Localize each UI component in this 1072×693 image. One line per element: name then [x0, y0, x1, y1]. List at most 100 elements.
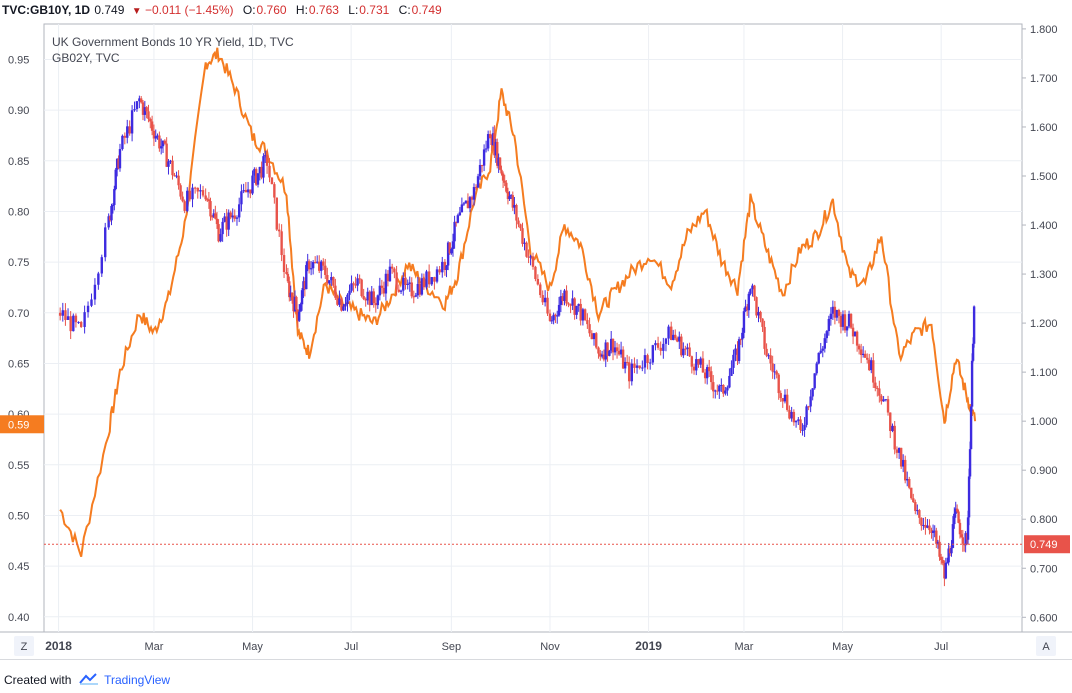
candle-body — [458, 212, 462, 216]
footer: Created with TradingView — [0, 668, 1072, 692]
candle-body — [939, 556, 943, 561]
candle-body — [152, 130, 156, 139]
candle-body — [643, 355, 647, 368]
chart-title[interactable]: UK Government Bonds 10 YR Yield, 1D, TVC — [52, 35, 294, 49]
candle-body — [334, 285, 337, 298]
x-tick-label: Nov — [540, 641, 560, 653]
candle-body — [470, 197, 474, 200]
chart-area[interactable]: 0.95 0.90 0.85 0.80 0.75 0.70 0.65 0.60 0.55 0.50… — [0, 20, 1072, 660]
candle-body — [920, 517, 923, 526]
candle-body — [478, 164, 482, 177]
candle-body — [305, 265, 308, 290]
right-tick-label: 1.200 — [1030, 318, 1058, 330]
candle-body — [464, 200, 468, 204]
candle-body — [849, 313, 853, 328]
candle-body — [486, 134, 490, 149]
candle-body — [212, 213, 215, 217]
candle-body — [659, 347, 662, 351]
candle-body — [521, 228, 524, 244]
z-button-label[interactable]: Z — [21, 641, 28, 653]
candle-body — [611, 338, 615, 353]
x-tick-label: Mar — [144, 641, 163, 653]
gb02y-series-line[interactable] — [59, 47, 977, 558]
candle-body — [967, 476, 971, 518]
candle-body — [253, 169, 256, 176]
candle-body — [853, 331, 857, 337]
candle-body — [147, 111, 150, 119]
candle-body — [156, 135, 159, 137]
candle-body — [801, 429, 804, 431]
candle-body — [350, 283, 353, 291]
right-tick-label: 1.500 — [1030, 171, 1058, 183]
z-button[interactable] — [14, 636, 34, 656]
candle-body — [575, 305, 578, 315]
candle-body — [368, 291, 371, 306]
candle-body — [688, 347, 691, 357]
candle-body — [303, 281, 307, 290]
candle-body — [958, 522, 962, 535]
right-tick-label: 1.100 — [1030, 367, 1058, 379]
candle-body — [739, 339, 742, 341]
candle-body — [130, 110, 134, 134]
candle-body — [617, 350, 621, 355]
candle-body — [876, 388, 879, 390]
candle-body — [66, 316, 70, 320]
candle-body — [805, 406, 808, 425]
candle-body — [491, 133, 495, 145]
candle-body — [947, 548, 950, 563]
candle-body — [237, 204, 241, 218]
candle-body — [342, 306, 345, 311]
candle-body — [714, 390, 717, 392]
candle-body — [606, 342, 609, 356]
created-with-label: Created with — [4, 673, 72, 687]
candle-body — [829, 313, 833, 320]
candle-body — [732, 354, 735, 368]
candle-body — [837, 309, 841, 316]
chart-svg[interactable]: 0.950.900.850.800.750.700.650.600.550.50… — [0, 20, 1072, 660]
candle-body — [751, 285, 754, 290]
tradingview-brand[interactable]: TradingView — [104, 673, 171, 687]
candle-body — [167, 161, 170, 167]
candle-body — [108, 216, 112, 221]
candle-body — [745, 306, 749, 311]
x-tick-label: Jul — [934, 641, 948, 653]
candle-body — [841, 314, 845, 327]
candle-body — [344, 303, 347, 307]
x-tick-label: Mar — [734, 641, 753, 653]
candle-body — [651, 345, 655, 363]
candle-body — [500, 169, 503, 174]
candle-body — [380, 285, 384, 288]
candle-body — [638, 365, 641, 369]
candle-body — [511, 195, 514, 208]
candle-body — [708, 367, 711, 372]
candle-body — [968, 449, 972, 477]
a-button[interactable] — [1036, 636, 1056, 656]
candle-body — [970, 360, 974, 407]
a-button-label[interactable]: A — [1042, 641, 1050, 653]
candle-body — [418, 283, 422, 295]
candle-body — [280, 231, 283, 256]
candle-body — [433, 277, 436, 282]
candle-body — [523, 242, 526, 244]
candle-body — [496, 141, 499, 166]
chart-subtitle[interactable]: GB02Y, TVC — [52, 51, 120, 65]
candle-body — [821, 348, 824, 351]
candle-body — [58, 312, 62, 316]
candle-body — [654, 343, 657, 346]
candle-body — [674, 334, 677, 339]
candle-body — [906, 479, 909, 481]
candle-body — [825, 331, 829, 339]
right-tick-label: 1.300 — [1030, 269, 1058, 281]
candle-body — [625, 361, 629, 363]
candle-body — [769, 355, 772, 364]
candle-body — [107, 216, 110, 228]
candle-body — [265, 155, 269, 166]
candle-body — [141, 102, 145, 115]
symbol-label[interactable]: TVC:GB10Y, 1D — [2, 3, 91, 17]
candle-body — [577, 303, 580, 306]
candle-body — [586, 320, 589, 325]
x-tick-label: Sep — [442, 641, 462, 653]
candle-body — [953, 513, 956, 525]
candle-body — [382, 287, 386, 294]
candle-body — [183, 201, 186, 211]
